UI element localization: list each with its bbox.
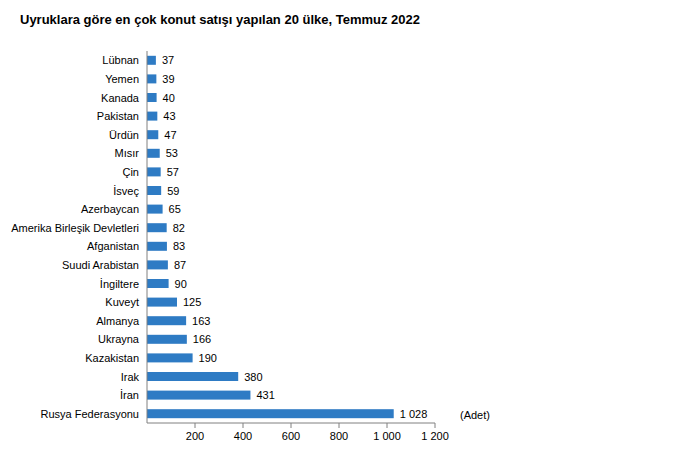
title: Uyruklara göre en çok konut satışı yapıl… (20, 12, 420, 27)
data-label: 40 (163, 92, 175, 104)
x-tick (291, 423, 292, 428)
category-label: Afganistan (87, 240, 139, 252)
bar (147, 316, 186, 325)
x-tick (435, 423, 436, 428)
x-tick-label: 800 (330, 430, 348, 442)
data-label: 37 (162, 54, 174, 66)
bar (147, 74, 156, 83)
category-label: Kanada (101, 92, 140, 104)
bar (147, 112, 157, 121)
chart: Uyruklara göre en çok konut satışı yapıl… (0, 0, 689, 453)
bar (147, 391, 250, 400)
category-label: Pakistan (97, 110, 139, 122)
bar (147, 279, 169, 288)
category-label: İran (120, 389, 139, 401)
category-label: Rusya Federasyonu (41, 408, 139, 420)
bar (147, 167, 161, 176)
category-label: Amerika Birleşik Devletleri (11, 222, 139, 234)
category-label: İngiltere (100, 278, 139, 290)
x-tick (195, 423, 196, 428)
category-label: Çin (122, 166, 139, 178)
data-label: 87 (174, 259, 186, 271)
category-label: Azerbaycan (81, 203, 139, 215)
bar (147, 242, 167, 251)
category-label: Almanya (96, 315, 140, 327)
data-label: 65 (169, 203, 181, 215)
category-label: Yemen (105, 73, 139, 85)
x-axis-label: (Adet) (460, 409, 490, 421)
category-label: Suudi Arabistan (62, 259, 139, 271)
bar (147, 260, 168, 269)
x-tick (339, 423, 340, 428)
x-tick-label: 200 (186, 430, 204, 442)
data-label: 47 (164, 129, 176, 141)
data-label: 57 (167, 166, 179, 178)
bar (147, 205, 163, 214)
data-label: 1 028 (400, 408, 428, 420)
data-label: 53 (166, 147, 178, 159)
category-label: Ürdün (109, 129, 139, 141)
category-label: Ukrayna (98, 333, 140, 345)
x-tick-label: 1 200 (421, 430, 449, 442)
bar (147, 56, 156, 65)
data-label: 59 (167, 185, 179, 197)
x-tick-label: 1 000 (373, 430, 401, 442)
bar (147, 409, 394, 418)
bar (147, 93, 157, 102)
bar (147, 186, 161, 195)
category-label: Kazakistan (85, 352, 139, 364)
bar (147, 372, 238, 381)
category-label: Irak (121, 371, 140, 383)
data-label: 90 (175, 278, 187, 290)
data-label: 82 (173, 222, 185, 234)
category-label: Lübnan (102, 54, 139, 66)
category-label: İsveç (113, 185, 139, 197)
data-label: 431 (256, 389, 274, 401)
category-label: Kuveyt (105, 296, 139, 308)
data-label: 39 (162, 73, 174, 85)
x-tick (387, 423, 388, 428)
bar (147, 298, 177, 307)
y-axis (147, 51, 148, 423)
x-tick-label: 600 (282, 430, 300, 442)
bar (147, 149, 160, 158)
data-label: 380 (244, 371, 262, 383)
data-label: 125 (183, 296, 201, 308)
data-label: 163 (192, 315, 210, 327)
data-label: 190 (199, 352, 217, 364)
x-tick-label: 400 (234, 430, 252, 442)
bar (147, 353, 193, 362)
bar (147, 130, 158, 139)
bars (147, 56, 394, 418)
bar (147, 335, 187, 344)
data-label: 43 (163, 110, 175, 122)
data-label: 83 (173, 240, 185, 252)
category-label: Mısır (115, 147, 140, 159)
bar (147, 223, 167, 232)
x-tick (243, 423, 244, 428)
data-label: 166 (193, 333, 211, 345)
